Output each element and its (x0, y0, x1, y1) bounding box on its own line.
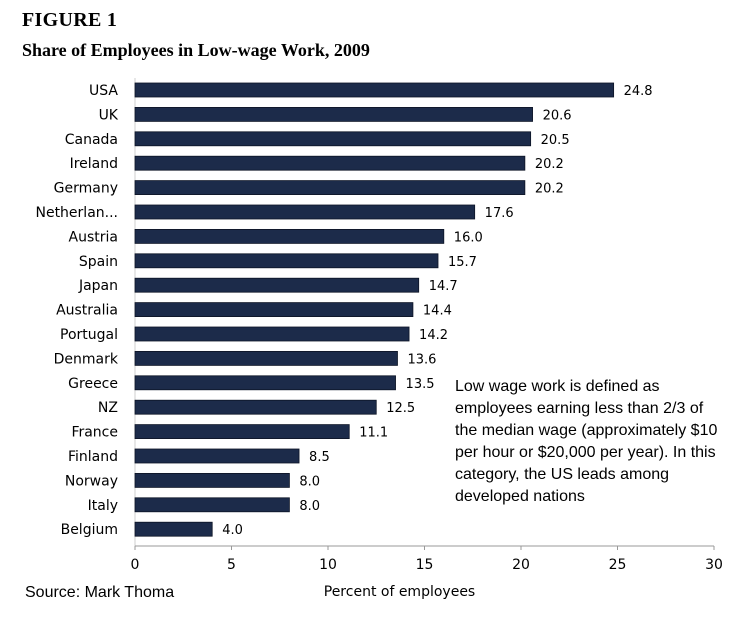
x-tick-label: 5 (227, 557, 236, 573)
bar (134, 204, 476, 220)
category-label: France (71, 425, 118, 441)
source-credit: Source: Mark Thoma (25, 584, 175, 601)
category-label: Portugal (60, 327, 118, 343)
x-tick-label: 25 (609, 557, 627, 573)
value-label: 13.5 (406, 377, 435, 392)
category-label: UK (99, 107, 119, 123)
x-tick-label: 10 (319, 557, 337, 573)
category-label: USA (89, 83, 118, 99)
value-label: 15.7 (448, 255, 477, 270)
category-label: Spain (79, 254, 118, 270)
x-tick-label: 30 (705, 557, 723, 573)
value-label: 24.8 (624, 84, 653, 99)
category-label: Italy (88, 498, 118, 514)
value-label: 20.2 (535, 157, 564, 172)
value-label: 8.0 (299, 474, 320, 489)
value-label: 20.6 (543, 108, 572, 123)
category-label: Japan (78, 278, 118, 294)
value-label: 11.1 (359, 426, 388, 441)
category-label: Finland (68, 449, 118, 465)
bar (134, 180, 526, 196)
bar (134, 277, 420, 293)
value-label: 8.5 (309, 450, 330, 465)
category-label: Germany (54, 181, 118, 197)
value-label: 20.2 (535, 182, 564, 197)
value-label: 14.4 (423, 304, 452, 319)
category-label: Netherlan... (35, 205, 118, 221)
x-tick-label: 20 (512, 557, 530, 573)
x-tick-label: 15 (416, 557, 434, 573)
bar (134, 497, 290, 513)
category-label: Norway (65, 473, 118, 489)
value-label: 14.2 (419, 328, 448, 343)
value-label: 12.5 (386, 401, 415, 416)
bar (134, 253, 439, 269)
category-label: Belgium (61, 522, 118, 538)
bar (134, 82, 615, 98)
bar (134, 424, 350, 440)
x-axis-label: Percent of employees (324, 584, 475, 600)
category-label: Ireland (70, 156, 118, 172)
bar (134, 228, 445, 244)
value-label: 16.0 (454, 230, 483, 245)
bar (134, 326, 410, 342)
value-label: 13.6 (407, 352, 436, 367)
figure-label: FIGURE 1 (22, 9, 118, 31)
category-label: NZ (98, 400, 118, 416)
bar (134, 302, 414, 318)
value-label: 8.0 (299, 499, 320, 514)
bar (134, 155, 526, 171)
value-label: 17.6 (485, 206, 514, 221)
category-label: Denmark (54, 351, 119, 367)
value-label: 14.7 (429, 279, 458, 294)
category-label: Greece (68, 376, 118, 392)
category-label: Canada (65, 132, 118, 148)
bar (134, 399, 377, 415)
bar (134, 375, 396, 391)
bar (134, 472, 290, 488)
value-label: 20.5 (541, 133, 570, 148)
bar (134, 107, 533, 122)
bar (134, 448, 300, 464)
category-label: Austria (69, 229, 118, 245)
x-tick-label: 0 (131, 557, 140, 573)
chart-title: Share of Employees in Low-wage Work, 200… (22, 40, 370, 60)
bar (134, 350, 398, 366)
annotation-note: Low wage work is defined as employees ea… (455, 378, 718, 505)
bar (134, 521, 213, 537)
bar (134, 131, 532, 147)
value-label: 4.0 (222, 523, 243, 538)
category-label: Australia (56, 303, 118, 319)
